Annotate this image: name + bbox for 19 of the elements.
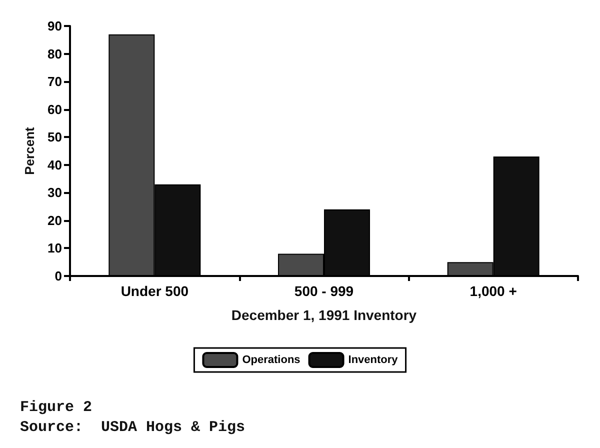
y-tick-label: 70 bbox=[48, 74, 62, 90]
x-tick-label: 500 - 999 bbox=[294, 283, 354, 299]
y-tick-label: 10 bbox=[48, 240, 62, 256]
y-tick-label: 60 bbox=[48, 102, 62, 117]
x-tick-label: 1,000 + bbox=[470, 283, 517, 299]
y-tick-label: 90 bbox=[48, 18, 62, 34]
x-axis-title: December 1, 1991 Inventory bbox=[231, 307, 417, 323]
y-tick-label: 50 bbox=[48, 130, 62, 145]
x-tick-label: Under 500 bbox=[120, 283, 189, 299]
legend-label: Inventory bbox=[348, 354, 399, 366]
caption: Figure 2 bbox=[20, 399, 92, 416]
y-tick-label: 0 bbox=[54, 268, 62, 284]
y-axis-title: Percent bbox=[22, 126, 37, 175]
y-tick-label: 40 bbox=[48, 157, 62, 172]
y-tick-label: 80 bbox=[48, 46, 62, 62]
y-tick-label: 30 bbox=[48, 185, 62, 200]
legend-label: Operations bbox=[242, 354, 300, 366]
source-note: Source: USDA Hogs & Pigs bbox=[20, 419, 246, 436]
y-tick-label: 20 bbox=[48, 212, 62, 228]
